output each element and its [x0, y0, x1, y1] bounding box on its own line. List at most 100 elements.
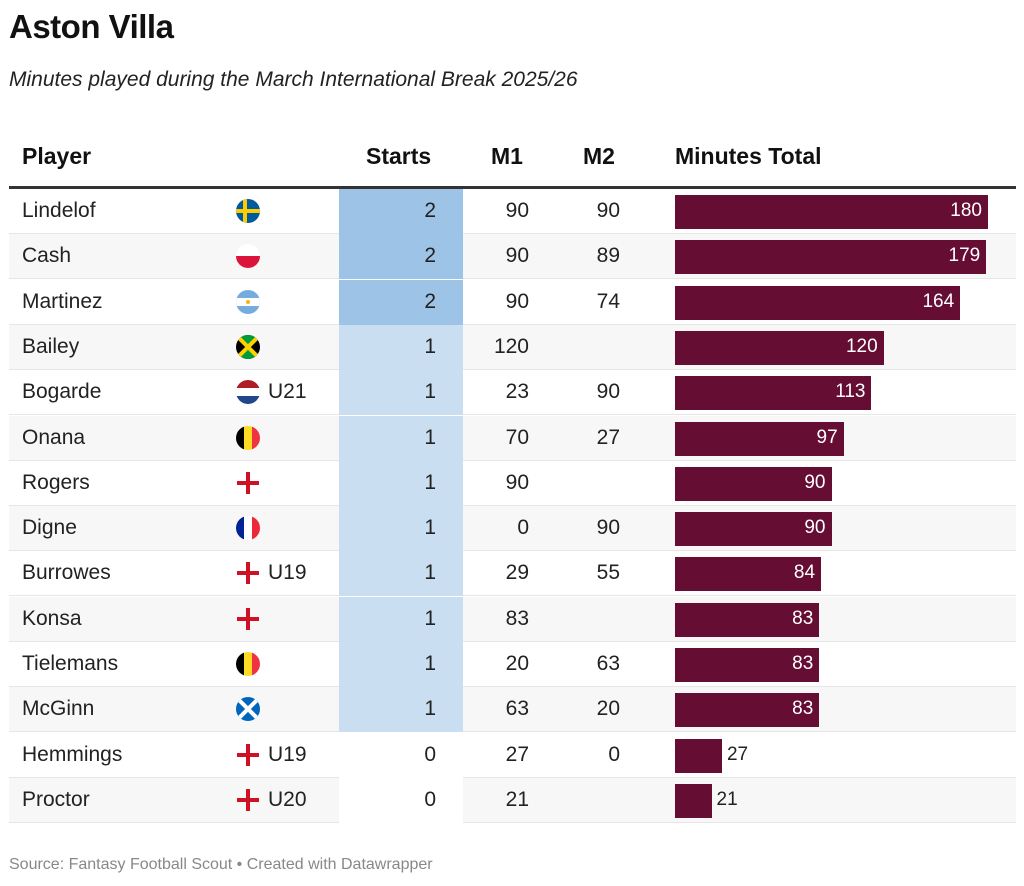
m2-cell: 0 — [608, 742, 620, 766]
m1-cell: 90 — [505, 289, 529, 313]
starts-cell: 1 — [339, 506, 463, 552]
flag-england-icon — [237, 743, 259, 766]
flag-france-icon — [236, 516, 260, 541]
flag-belgium-icon — [236, 425, 260, 450]
minutes-bar — [675, 285, 961, 320]
minutes-total-label: 164 — [922, 290, 955, 312]
minutes-bar — [675, 466, 832, 501]
starts-cell: 0 — [339, 732, 463, 778]
minutes-bar — [675, 648, 820, 682]
flag-poland-icon — [236, 244, 260, 269]
flag-england-icon — [237, 788, 259, 811]
header-m2[interactable]: M2 — [583, 143, 615, 169]
flag-belgium-icon — [236, 652, 260, 676]
starts-cell: 1 — [339, 642, 463, 687]
table-row: Tielemans 1 20 63 83 — [9, 642, 1016, 687]
starts-cell: 0 — [339, 777, 463, 823]
player-name: Digne — [22, 516, 77, 540]
table-row: Hemmings U19 0 27 0 27 — [9, 732, 1016, 778]
flag-jamaica-icon — [236, 334, 260, 359]
chart-subtitle: Minutes played during the March Internat… — [9, 68, 578, 91]
starts-cell: 1 — [339, 460, 463, 506]
minutes-bar — [675, 240, 987, 275]
flag-sweden-icon — [236, 199, 260, 223]
minutes-bar — [675, 557, 822, 592]
header-minutes-total[interactable]: Minutes Total — [675, 143, 822, 169]
m2-cell: 74 — [596, 289, 620, 313]
table-row: Konsa 1 83 83 — [9, 596, 1016, 642]
starts-cell: 1 — [339, 324, 463, 370]
chart-title: Aston Villa — [9, 8, 174, 45]
minutes-bar — [675, 421, 844, 456]
flag-argentina-icon — [236, 289, 260, 314]
m2-cell: 90 — [596, 516, 620, 540]
table-row: Martinez 2 90 74 164 — [9, 279, 1016, 325]
starts-cell: 1 — [339, 596, 463, 642]
minutes-bar — [675, 330, 884, 365]
player-name: Burrowes — [22, 561, 111, 585]
minutes-bar — [675, 738, 722, 773]
minutes-total-label: 83 — [792, 698, 814, 720]
player-name: Bailey — [22, 334, 80, 358]
minutes-total-label: 180 — [950, 200, 982, 221]
minutes-total-label: 83 — [792, 607, 814, 629]
flag-england-icon — [237, 607, 259, 630]
header-divider — [9, 186, 1016, 189]
player-name: McGinn — [22, 697, 95, 721]
m1-cell: 70 — [505, 425, 529, 449]
m1-cell: 21 — [505, 787, 529, 811]
m2-cell — [554, 597, 620, 641]
m2-cell: 63 — [596, 652, 620, 675]
minutes-total-label: 113 — [835, 381, 866, 403]
header-player[interactable]: Player — [22, 143, 92, 169]
minutes-total-label: 97 — [816, 426, 838, 448]
minutes-total-label: 90 — [804, 517, 826, 539]
header-m1[interactable]: M1 — [491, 143, 523, 169]
m2-cell — [554, 325, 620, 369]
minutes-total-label: 90 — [804, 471, 826, 493]
player-name: Proctor — [22, 787, 90, 811]
age-group-tag: U19 — [268, 742, 307, 766]
m2-cell: 55 — [596, 561, 620, 585]
flag-scotland-icon — [236, 697, 260, 722]
starts-cell: 2 — [339, 189, 463, 234]
m1-cell: 90 — [505, 244, 529, 268]
minutes-bar — [675, 693, 820, 728]
header-starts[interactable]: Starts — [366, 143, 432, 169]
m1-cell: 23 — [505, 380, 529, 404]
minutes-total-label: 27 — [726, 743, 749, 765]
m2-cell — [554, 461, 620, 505]
m1-cell: 27 — [505, 742, 529, 766]
starts-cell: 2 — [339, 234, 463, 280]
player-name: Hemmings — [22, 742, 123, 766]
starts-cell: 1 — [339, 415, 463, 461]
minutes-bar — [675, 602, 820, 637]
m1-cell: 90 — [505, 470, 529, 494]
m2-cell: 90 — [596, 199, 620, 222]
table-row: Cash 2 90 89 179 — [9, 234, 1016, 280]
table-row: Digne 1 0 90 90 — [9, 506, 1016, 552]
table-row: Proctor U20 0 21 21 — [9, 777, 1016, 823]
table-row: Rogers 1 90 90 — [9, 460, 1016, 506]
player-name: Konsa — [22, 606, 82, 630]
table-row: Bailey 1 120 120 — [9, 324, 1016, 370]
minutes-bar — [675, 376, 872, 411]
minutes-bar — [675, 512, 832, 547]
m1-cell: 63 — [505, 697, 529, 721]
minutes-bar — [675, 783, 712, 818]
m1-cell: 0 — [517, 516, 529, 540]
age-group-tag: U21 — [268, 380, 307, 404]
player-name: Rogers — [22, 470, 90, 494]
table-row: Onana 1 70 27 97 — [9, 415, 1016, 461]
minutes-bar — [675, 195, 988, 229]
flag-england-icon — [237, 562, 259, 585]
table-row: Burrowes U19 1 29 55 84 — [9, 551, 1016, 597]
player-name: Lindelof — [22, 199, 96, 222]
player-name: Onana — [22, 425, 86, 449]
m2-cell: 90 — [596, 380, 620, 404]
m1-cell: 90 — [505, 199, 529, 222]
m2-cell: 27 — [596, 425, 620, 449]
age-group-tag: U20 — [268, 787, 307, 811]
m2-cell: 20 — [596, 697, 620, 721]
